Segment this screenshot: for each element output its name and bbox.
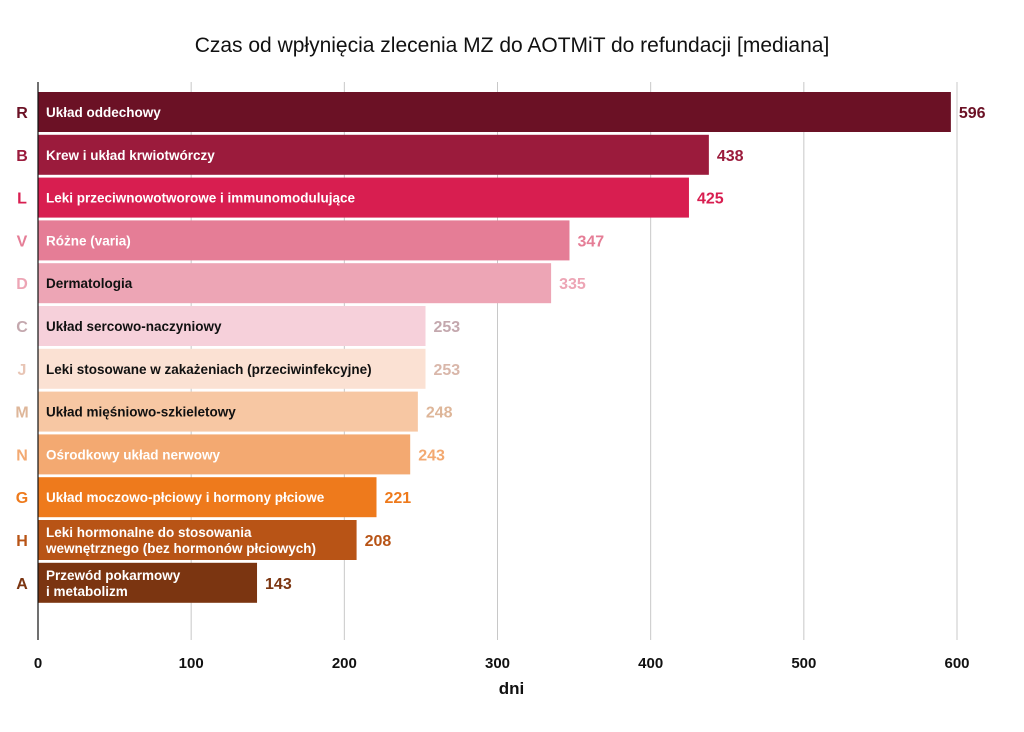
bar: [38, 92, 951, 132]
bar: [38, 177, 689, 218]
data-label: 335: [559, 276, 586, 293]
chart-title: Czas od wpłynięcia zlecenia MZ do AOTMiT…: [194, 34, 830, 57]
data-label: 596: [959, 105, 986, 122]
data-label: 253: [434, 362, 461, 379]
category-code-label: C: [16, 319, 28, 336]
category-code-label: B: [16, 148, 28, 165]
bar-category-label: Układ moczowo-płciowy i hormony płciowe: [46, 490, 325, 505]
category-code-label: N: [16, 447, 28, 464]
bar: [38, 263, 552, 304]
bar-category-label: wewnętrznego (bez hormonów płciowych): [45, 541, 316, 556]
bar-category-label: Dermatologia: [46, 276, 133, 291]
x-tick-label: 200: [332, 655, 357, 672]
bar-category-label: Leki hormonalne do stosowania: [46, 525, 252, 540]
data-label: 143: [265, 576, 292, 593]
category-code-label: H: [16, 533, 28, 550]
bar: [38, 306, 426, 346]
bar: [38, 520, 357, 560]
category-code-label: J: [18, 362, 27, 379]
bar: [38, 477, 377, 518]
data-label: 208: [365, 533, 392, 550]
bar-category-label: Ośrodkowy układ nerwowy: [46, 447, 221, 462]
x-tick-label: 300: [485, 655, 510, 672]
x-tick-label: 400: [638, 655, 663, 672]
bar-category-label: Krew i układ krwiotwórczy: [46, 148, 215, 163]
data-label: 243: [418, 447, 445, 464]
bar-category-label: Różne (varia): [46, 233, 131, 248]
bar: [38, 391, 418, 432]
category-code-label: M: [15, 405, 28, 422]
category-code-label: R: [16, 105, 28, 122]
data-label: 438: [717, 148, 744, 165]
bar-category-label: Przewód pokarmowy: [46, 568, 181, 583]
data-label: 253: [434, 319, 461, 336]
bar-category-label: Układ sercowo-naczyniowy: [46, 319, 222, 334]
bar-category-label: Układ mięśniowo-szkieletowy: [46, 405, 236, 420]
category-code-label: D: [16, 276, 28, 293]
x-tick-label: 500: [791, 655, 816, 672]
category-code-label: A: [16, 576, 28, 593]
bar: [38, 434, 411, 475]
bar: [38, 134, 709, 175]
data-label: 347: [577, 233, 604, 250]
category-code-label: V: [17, 233, 28, 250]
bar: [38, 562, 258, 603]
data-label: 425: [697, 191, 724, 208]
category-code-label: G: [16, 490, 28, 507]
bar: [38, 220, 570, 261]
bar-category-label: Leki przeciwnowotworowe i immunomodulują…: [46, 191, 356, 206]
bar-category-label: Leki stosowane w zakażeniach (przeciwinf…: [46, 362, 372, 377]
x-tick-label: 0: [34, 655, 42, 672]
x-axis-title: dni: [499, 679, 525, 698]
x-tick-label: 100: [179, 655, 204, 672]
bar-category-label: i metabolizm: [46, 584, 128, 599]
category-code-label: L: [17, 191, 27, 208]
bar: [38, 348, 426, 389]
bar-category-label: Układ oddechowy: [46, 105, 161, 120]
data-label: 221: [384, 490, 411, 507]
data-label: 248: [426, 405, 453, 422]
x-tick-label: 600: [944, 655, 969, 672]
